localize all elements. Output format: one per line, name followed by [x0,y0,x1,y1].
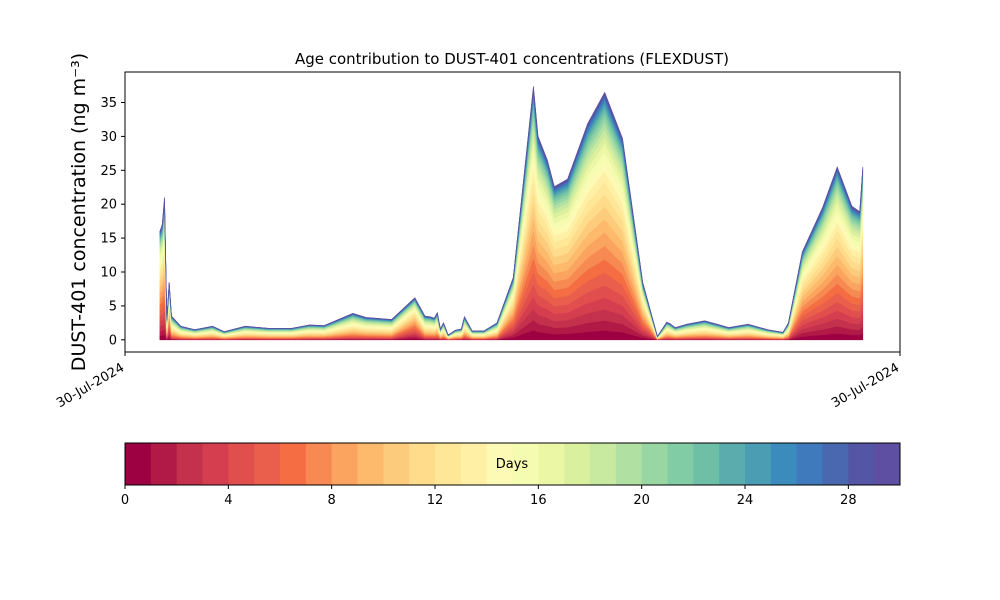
chart-axes: 0 5 10 15 20 25 30 35 30-Jul-2024 30-Jul-2024 0 4 8 1… [54,71,902,508]
colorbar-segment-day-26 [796,443,823,485]
y-axis-label: DUST-401 concentration (ng m⁻³) [68,53,90,371]
colorbar-tick-label: 8 [328,493,336,508]
colorbar-segment-day-16 [538,443,565,485]
x-tick-label: 30-Jul-2024 [54,360,127,411]
x-tick-label: 30-Jul-2024 [829,360,902,411]
colorbar-segment-day-27 [822,443,849,485]
colorbar-segment-day-17 [564,443,591,485]
y-tick-label: 30 [100,130,117,145]
colorbar-segment-day-19 [615,443,643,485]
y-tick-label: 35 [100,96,117,111]
age-band-day-29 [159,86,864,338]
colorbar-tick-label: 4 [224,493,232,508]
colorbar-segment-day-28 [848,443,875,485]
colorbar-segment-day-12 [435,443,462,485]
y-tick-label: 10 [100,266,117,281]
colorbar-segment-day-2 [176,443,203,485]
colorbar-segment-day-22 [693,443,720,485]
plot-frame [124,71,901,353]
colorbar-segment-day-9 [357,443,384,485]
colorbar-segment-day-13 [460,443,488,485]
colorbar-tick-label: 12 [427,493,444,508]
colorbar-segment-day-20 [641,443,668,485]
colorbar-segment-day-14 [486,443,513,485]
colorbar-segment-day-4 [228,443,255,485]
colorbar-segment-day-1 [150,443,178,485]
y-tick-label: 20 [100,198,117,213]
colorbar-label: Days [496,457,529,472]
y-tick-label: 5 [109,299,117,314]
colorbar-segment-day-15 [512,443,539,485]
colorbar-segment-day-21 [667,443,694,485]
colorbar-tick-label: 20 [633,493,650,508]
colorbar-segment-day-29 [874,443,901,485]
colorbar-segment-day-6 [280,443,307,485]
colorbar-segment-day-10 [383,443,410,485]
chart-title: Age contribution to DUST-401 concentrati… [295,50,729,68]
colorbar-tick-label: 0 [121,493,129,508]
y-tick-label: 25 [100,164,117,179]
colorbar-segment-day-11 [409,443,436,485]
colorbar-segment-day-25 [770,443,798,485]
colorbar-segment-day-7 [305,443,333,485]
colorbar-segment-day-5 [254,443,281,485]
colorbar-tick-label: 24 [737,493,754,508]
y-tick-label: 15 [100,232,117,247]
colorbar-segment-day-18 [590,443,617,485]
colorbar-tick-label: 16 [530,493,547,508]
colorbar-frame [124,442,901,486]
colorbar-segment-day-0 [125,443,152,485]
colorbar: 0 4 8 12 16 20 24 28 [121,442,901,508]
stacked-age-bands [159,86,864,341]
colorbar-segment-day-8 [331,443,358,485]
colorbar-segment-day-23 [719,443,746,485]
y-tick-label: 0 [109,333,117,348]
colorbar-tick-label: 28 [840,493,857,508]
colorbar-segment-day-3 [202,443,229,485]
colorbar-segment-day-24 [745,443,772,485]
